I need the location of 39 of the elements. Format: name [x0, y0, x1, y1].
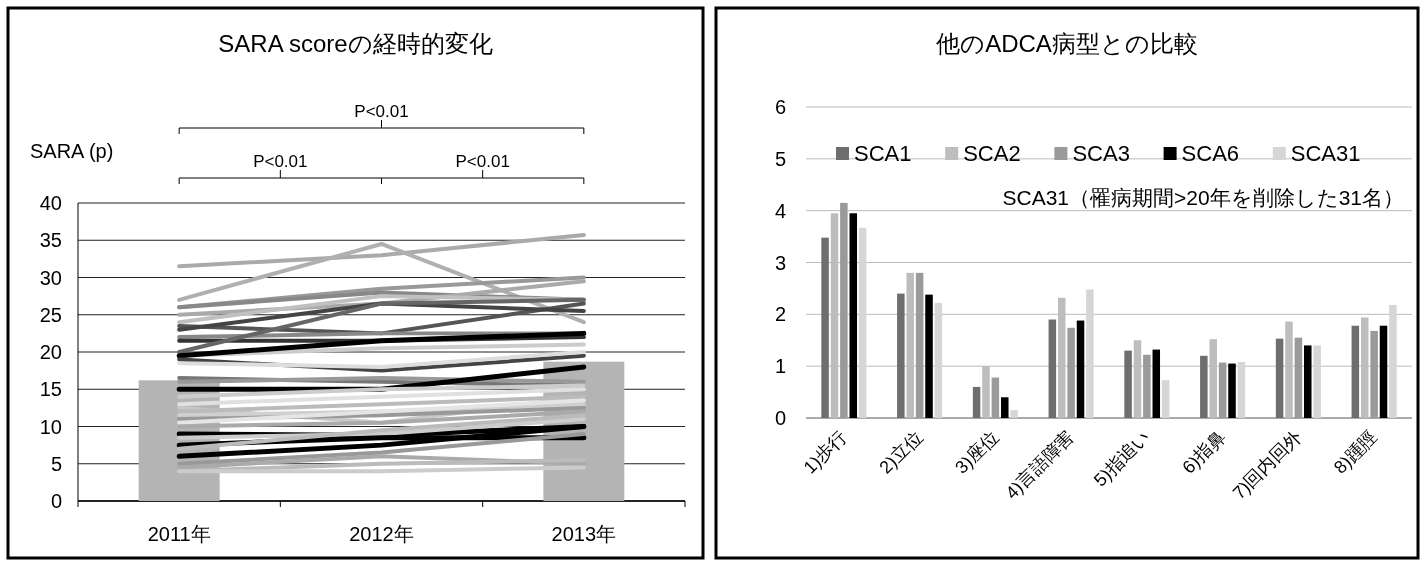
x-tick-label: 2011年	[147, 523, 211, 545]
y-tick-label: 35	[39, 229, 62, 252]
x-tick-label: 7)回内回外	[1228, 426, 1306, 504]
y-tick-label: 25	[39, 303, 62, 326]
y-tick-label: 5	[774, 147, 786, 170]
y-tick-label: 4	[774, 199, 786, 222]
chart-title: 他のADCA病型との比較	[936, 30, 1198, 57]
legend-label: SCA1	[854, 141, 912, 166]
x-tick-label: 8)踵脛	[1330, 426, 1381, 478]
bracket: P<0.01	[178, 102, 585, 135]
y-tick-label: 6	[774, 96, 786, 118]
y-tick-label: 30	[39, 266, 62, 289]
x-tick-label: 1)歩行	[799, 426, 851, 478]
x-tick-label: 4)言語障害	[1001, 426, 1078, 504]
y-tick-label: 0	[774, 407, 786, 429]
x-tick-label: 2)立位	[875, 426, 927, 478]
x-tick-label: 6)指鼻	[1178, 426, 1230, 478]
legend-label: SCA6	[1181, 141, 1240, 166]
x-tick-label: 2012年	[349, 523, 414, 545]
y-tick-label: 40	[39, 192, 62, 214]
y-tick-label: 5	[50, 452, 62, 475]
y-tick-label: 0	[50, 490, 62, 512]
x-tick-label: 5)指追い	[1090, 426, 1154, 491]
y-tick-label: 10	[39, 415, 62, 438]
legend-label: SCA3	[1072, 141, 1130, 166]
y-tick-label: 3	[774, 251, 786, 274]
legend-label: SCA2	[963, 141, 1021, 166]
chart-title: SARA scoreの経時的変化	[218, 30, 493, 57]
annotation: SCA31（罹病期間>20年を削除した31名）	[1002, 186, 1404, 209]
x-tick-label: 3)座位	[951, 426, 1003, 478]
bracket: P<0.01	[178, 152, 382, 185]
y-tick-label: 20	[39, 341, 62, 363]
bracket: P<0.01	[381, 152, 585, 185]
legend-label: SCA31	[1290, 141, 1361, 166]
y-tick-label: 15	[39, 378, 62, 401]
x-tick-label: 2013年	[551, 523, 617, 545]
y-tick-label: 1	[774, 355, 786, 378]
y-tick-label: 2	[774, 303, 786, 326]
y-axis-title: SARA (p)	[30, 140, 114, 162]
